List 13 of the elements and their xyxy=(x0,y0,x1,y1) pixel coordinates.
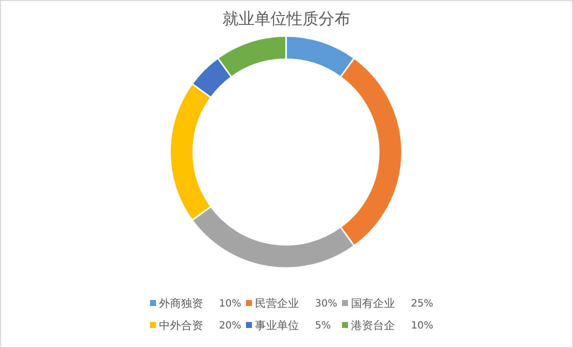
legend-label: 国有企业 xyxy=(351,297,395,310)
legend-label: 中外合资 xyxy=(159,319,203,332)
data-label: 25% xyxy=(411,298,434,310)
legend-label: 外商独资 xyxy=(159,297,203,310)
data-label: 10% xyxy=(219,298,242,310)
data-label: 5% xyxy=(315,320,331,332)
data-label: 20% xyxy=(219,320,242,332)
legend-label: 事业单位 xyxy=(255,319,299,332)
chart-title: 就业单位性质分布 xyxy=(222,9,350,28)
data-label: 30% xyxy=(315,298,338,310)
legend-label: 港资台企 xyxy=(351,319,395,332)
legend-label: 民营企业 xyxy=(255,297,299,310)
data-label: 10% xyxy=(411,320,434,332)
